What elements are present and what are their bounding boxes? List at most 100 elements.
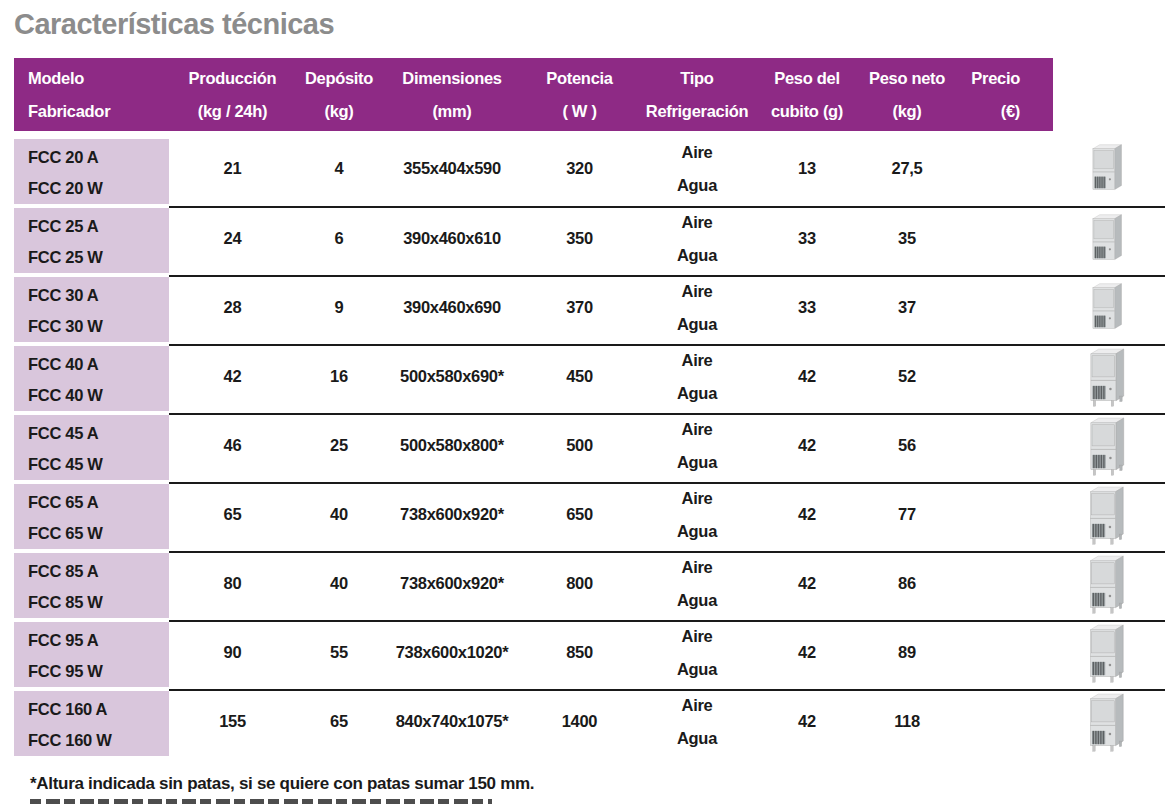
column-header-peso_cubito: Peso del cubito (g) [757, 58, 857, 131]
tipo-agua: Agua [677, 239, 717, 272]
tipo-aire: Aire [682, 206, 713, 239]
cell-precio [957, 484, 1053, 545]
column-header-model: Modelo Fabricador [14, 58, 169, 131]
model-name-w: FCC 25 W [28, 242, 169, 273]
cropped-text-strip [30, 799, 492, 804]
cell-potencia: 350 [522, 208, 637, 269]
column-label: Potencia [522, 62, 637, 95]
ice-machine-medium-icon [1085, 415, 1128, 476]
row-data: 42 16 500x580x690* 450 Aire Agua 42 52 [169, 344, 1165, 413]
cell-tipo-refrigeracion: Aire Agua [637, 415, 757, 476]
cell-deposito: 65 [296, 691, 382, 752]
tipo-agua: Agua [677, 377, 717, 410]
ice-machine-large-icon [1081, 553, 1131, 614]
model-name-w: FCC 20 W [28, 173, 169, 204]
cell-tipo-refrigeracion: Aire Agua [637, 346, 757, 407]
model-cell: FCC 45 A FCC 45 W [14, 415, 169, 480]
cell-produccion: 155 [169, 691, 296, 752]
cell-peso-neto: 89 [857, 622, 957, 683]
model-name-a: FCC 20 A [28, 142, 169, 173]
table-header: Modelo Fabricador Producción (kg / 24h) … [14, 58, 1053, 131]
column-unit: Fabricador [28, 95, 169, 128]
column-unit: ( W ) [522, 95, 637, 128]
cell-deposito: 25 [296, 415, 382, 476]
tipo-aire: Aire [682, 344, 713, 377]
tipo-agua: Agua [677, 308, 717, 341]
table-row: FCC 20 A FCC 20 W 21 4 355x404x590 320 A… [14, 137, 1165, 206]
model-cell: FCC 65 A FCC 65 W [14, 484, 169, 549]
model-name-w: FCC 160 W [28, 725, 169, 756]
row-data: 90 55 738x600x1020* 850 Aire Agua 42 89 [169, 620, 1165, 689]
cell-peso-cubito: 33 [757, 208, 857, 269]
cell-peso-cubito: 42 [757, 553, 857, 614]
cell-peso-cubito: 42 [757, 691, 857, 752]
cell-precio [957, 208, 1053, 269]
model-name-a: FCC 30 A [28, 280, 169, 311]
column-header-dimensiones: Dimensiones (mm) [382, 58, 522, 131]
product-image-cell [1053, 484, 1165, 545]
cell-deposito: 9 [296, 277, 382, 338]
cell-precio [957, 137, 1053, 200]
table-body: FCC 20 A FCC 20 W 21 4 355x404x590 320 A… [14, 137, 1165, 758]
cell-deposito: 40 [296, 484, 382, 545]
cell-peso-cubito: 42 [757, 484, 857, 545]
column-unit: (kg) [296, 95, 382, 128]
cell-tipo-refrigeracion: Aire Agua [637, 622, 757, 683]
product-image-cell [1053, 553, 1165, 614]
cell-deposito: 55 [296, 622, 382, 683]
model-cell: FCC 40 A FCC 40 W [14, 346, 169, 411]
product-image-cell [1053, 277, 1165, 338]
column-header-deposito: Depósito (kg) [296, 58, 382, 131]
cell-produccion: 46 [169, 415, 296, 476]
column-label: Precio [957, 62, 1020, 95]
cell-peso-cubito: 33 [757, 277, 857, 338]
column-header-potencia: Potencia ( W ) [522, 58, 637, 131]
model-cell: FCC 25 A FCC 25 W [14, 208, 169, 273]
tipo-aire: Aire [682, 275, 713, 308]
cell-potencia: 450 [522, 346, 637, 407]
product-image-cell [1053, 691, 1165, 752]
cell-deposito: 40 [296, 553, 382, 614]
cell-produccion: 65 [169, 484, 296, 545]
model-name-w: FCC 65 W [28, 518, 169, 549]
cell-peso-neto: 35 [857, 208, 957, 269]
ice-machine-small-icon [1088, 281, 1125, 334]
cell-peso-neto: 27,5 [857, 137, 957, 200]
model-name-w: FCC 85 W [28, 587, 169, 618]
cell-peso-neto: 52 [857, 346, 957, 407]
model-cell: FCC 85 A FCC 85 W [14, 553, 169, 618]
cell-tipo-refrigeracion: Aire Agua [637, 208, 757, 269]
tipo-aire: Aire [682, 689, 713, 722]
table-row: FCC 65 A FCC 65 W 65 40 738x600x920* 650… [14, 482, 1165, 551]
model-name-a: FCC 25 A [28, 211, 169, 242]
tipo-aire: Aire [682, 413, 713, 446]
tipo-aire: Aire [682, 551, 713, 584]
page-title: Características técnicas [14, 8, 334, 41]
cell-potencia: 850 [522, 622, 637, 683]
cell-deposito: 6 [296, 208, 382, 269]
row-data: 65 40 738x600x920* 650 Aire Agua 42 77 [169, 482, 1165, 551]
cell-tipo-refrigeracion: Aire Agua [637, 137, 757, 200]
ice-machine-small-icon [1088, 142, 1125, 195]
cell-dimensiones: 738x600x1020* [382, 622, 522, 683]
product-image-cell [1053, 622, 1165, 683]
column-unit: (kg / 24h) [169, 95, 296, 128]
cell-produccion: 24 [169, 208, 296, 269]
tipo-agua: Agua [677, 584, 717, 617]
row-data: 80 40 738x600x920* 800 Aire Agua 42 86 [169, 551, 1165, 620]
footnote: *Altura indicada sin patas, si se quiere… [30, 774, 534, 794]
cell-peso-cubito: 13 [757, 137, 857, 200]
cell-tipo-refrigeracion: Aire Agua [637, 691, 757, 752]
model-name-a: FCC 45 A [28, 418, 169, 449]
cell-precio [957, 277, 1053, 338]
cell-potencia: 320 [522, 137, 637, 200]
row-data: 21 4 355x404x590 320 Aire Agua 13 27,5 [169, 137, 1165, 206]
column-label: Dimensiones [382, 62, 522, 95]
cell-peso-neto: 118 [857, 691, 957, 752]
model-name-w: FCC 30 W [28, 311, 169, 342]
table-row: FCC 45 A FCC 45 W 46 25 500x580x800* 500… [14, 413, 1165, 482]
cell-precio [957, 346, 1053, 407]
column-unit: Refrigeración [637, 95, 757, 128]
cell-potencia: 500 [522, 415, 637, 476]
column-unit: cubito (g) [757, 95, 857, 128]
